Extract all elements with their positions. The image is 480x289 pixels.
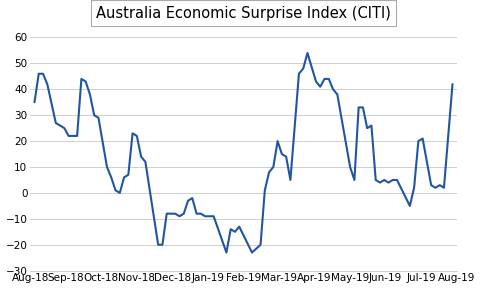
- Title: Australia Economic Surprise Index (CITI): Australia Economic Surprise Index (CITI): [96, 5, 390, 21]
